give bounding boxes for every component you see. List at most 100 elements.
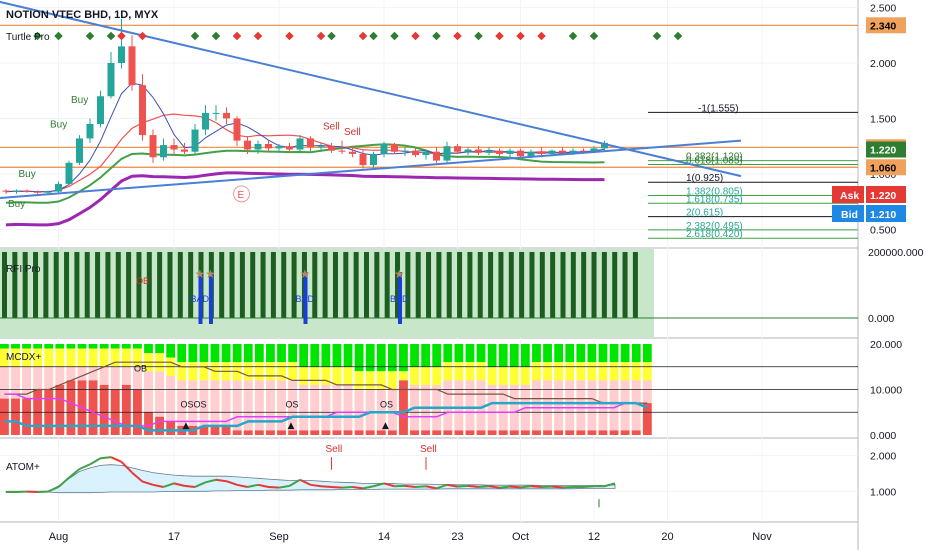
candle-body[interactable]	[296, 138, 304, 150]
candle-body[interactable]	[55, 183, 62, 192]
resistance-trendline[interactable]	[0, 0, 742, 178]
candle-body[interactable]	[506, 150, 514, 154]
candle-body[interactable]	[13, 190, 20, 192]
candle-body[interactable]	[401, 150, 409, 152]
ask-price-tag[interactable]	[866, 186, 906, 203]
rfi-bar	[126, 252, 132, 318]
candle-body[interactable]	[559, 150, 566, 153]
candle-body[interactable]	[485, 150, 493, 153]
candle-body[interactable]	[202, 112, 209, 130]
candle-body[interactable]	[254, 143, 262, 150]
candle-body[interactable]	[265, 143, 272, 149]
candle-body[interactable]	[328, 146, 335, 151]
candle-body[interactable]	[34, 191, 41, 193]
candle-body[interactable]	[370, 153, 377, 166]
candle-body[interactable]	[422, 151, 430, 156]
rfi-bar	[270, 252, 276, 318]
bid-label: Bid	[841, 209, 858, 221]
mcdx-green-bar	[177, 344, 187, 363]
candle-body[interactable]	[149, 135, 157, 158]
fib-level-label: 1.618(0.735)	[686, 194, 743, 205]
candle-body[interactable]	[443, 146, 451, 161]
price-tag[interactable]	[866, 159, 906, 176]
candle-body[interactable]	[65, 162, 73, 184]
price-axis[interactable]: 2.5002.0001.5001.0000.5002.3401.2401.220…	[832, 0, 932, 550]
candle-body[interactable]	[496, 150, 503, 154]
candle-body[interactable]	[107, 63, 115, 97]
candle-body[interactable]	[86, 124, 94, 139]
candle-body[interactable]	[233, 118, 241, 141]
atom-line-segment	[604, 482, 616, 488]
candle-body[interactable]	[601, 142, 608, 149]
candle-body[interactable]	[118, 46, 125, 63]
mcdx-red-bar	[620, 430, 630, 435]
candle-body[interactable]	[44, 191, 52, 193]
price-tag[interactable]	[866, 17, 906, 34]
moving-average-short	[5, 113, 605, 193]
main-pane[interactable]: -1(1.555) 0.382(1.120)0.618(1.085) 1(0.925…	[0, 0, 858, 240]
candle-body[interactable]	[170, 145, 178, 150]
candle-body[interactable]	[580, 150, 587, 152]
candle-body[interactable]	[359, 153, 367, 166]
mcdx-pane[interactable]: OSOS ▲ OS ▲ OS ▲ OB	[0, 344, 858, 435]
candle-body[interactable]	[454, 146, 461, 152]
mcdx-banker-average	[4, 361, 648, 404]
mcdx-red-bar	[266, 430, 275, 435]
candle-body[interactable]	[527, 151, 535, 157]
candle-body[interactable]	[590, 148, 598, 152]
time-axis-tick-label: 23	[451, 531, 463, 543]
candle-body[interactable]	[317, 146, 325, 148]
candle-body[interactable]	[23, 190, 31, 192]
turtle-sell-marker	[453, 31, 462, 41]
candle-body[interactable]	[380, 143, 388, 154]
atom-line-segment	[436, 483, 448, 490]
rfi-pro-label[interactable]: RFI Pro	[6, 264, 41, 275]
earnings-marker[interactable]	[233, 185, 250, 203]
candle-body[interactable]	[475, 149, 482, 153]
mcdx-green-bar	[520, 344, 530, 367]
candle-body[interactable]	[338, 150, 346, 152]
candle-body[interactable]	[569, 150, 577, 153]
turtle-pro-label[interactable]: Turtle Pro	[6, 32, 50, 43]
candle-body[interactable]	[76, 138, 83, 163]
turtle-sell-marker	[138, 31, 147, 41]
candle-body[interactable]	[538, 151, 545, 154]
candle-body[interactable]	[160, 145, 167, 158]
mcdx-os-label: OSOS	[181, 400, 207, 410]
candle-body[interactable]	[97, 96, 104, 124]
mcdx-red-bar	[487, 430, 497, 435]
candle-body[interactable]	[464, 149, 472, 152]
candle-body[interactable]	[307, 138, 314, 148]
candle-body[interactable]	[181, 149, 188, 152]
candle-body[interactable]	[349, 151, 356, 154]
candle-body[interactable]	[275, 146, 283, 149]
mcdx-red-bar	[11, 398, 20, 435]
candle-body[interactable]	[391, 143, 398, 152]
mcdx-label[interactable]: MCDX+	[6, 352, 41, 363]
candle-body[interactable]	[191, 129, 199, 152]
candle-body[interactable]	[128, 46, 136, 86]
candle-body[interactable]	[412, 150, 419, 156]
ask-tag[interactable]	[832, 186, 864, 203]
bid-tag[interactable]	[832, 205, 864, 222]
candle-body[interactable]	[244, 140, 251, 150]
candle-body[interactable]	[433, 151, 440, 161]
candle-body[interactable]	[223, 112, 230, 119]
atom-pane[interactable]: Sell Sell	[5, 444, 616, 508]
price-tag[interactable]	[866, 141, 906, 158]
candle-body[interactable]	[139, 85, 146, 136]
rfi-bar	[363, 252, 369, 318]
mcdx-pink-bar	[199, 380, 209, 435]
candle-body[interactable]	[548, 150, 556, 154]
candle-body[interactable]	[212, 112, 220, 114]
rfi-bar	[601, 252, 607, 318]
candle-body[interactable]	[517, 150, 524, 157]
bid-price-tag[interactable]	[866, 205, 906, 222]
candle-body[interactable]	[286, 146, 293, 150]
mcdx-pink-bar	[155, 371, 164, 435]
atom-label[interactable]: ATOM+	[6, 462, 40, 473]
support-trendline[interactable]	[0, 139, 742, 199]
time-axis[interactable]: Aug 17 Sep 14 23 Oct 12 20 Nov	[49, 531, 773, 543]
candle-body[interactable]	[2, 190, 10, 192]
